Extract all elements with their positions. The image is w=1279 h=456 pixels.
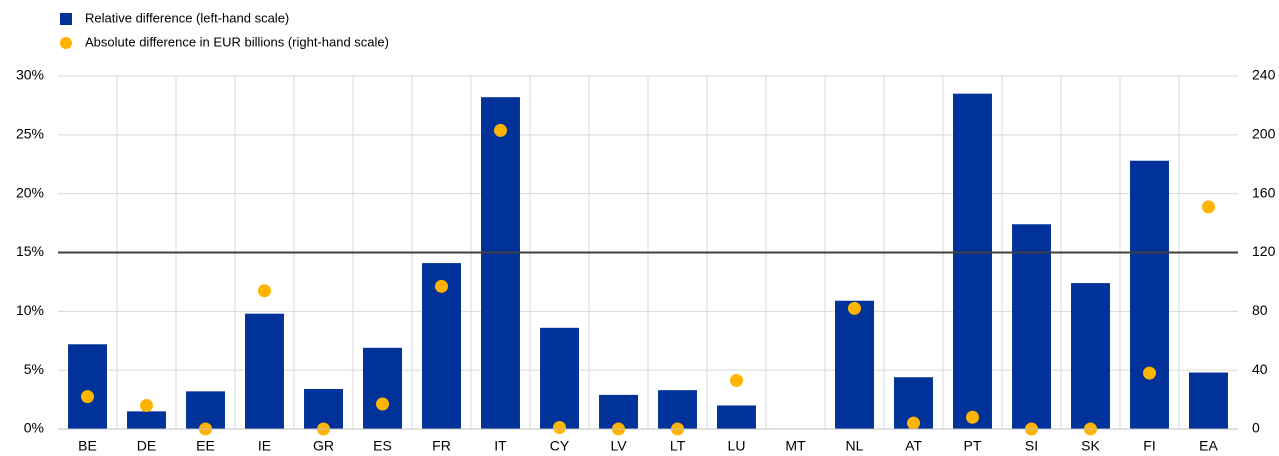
legend-swatch	[60, 37, 72, 49]
y2-tick-label: 200	[1252, 126, 1276, 142]
x-tick-label: IT	[494, 438, 507, 454]
dot	[140, 398, 153, 412]
bar	[540, 327, 579, 429]
x-tick-label: AT	[905, 438, 922, 454]
bar	[68, 344, 107, 429]
bar	[127, 411, 166, 429]
dot	[730, 373, 743, 387]
x-tick-label: PT	[964, 438, 982, 454]
dot	[258, 284, 271, 298]
y2-tick-label: 0	[1252, 420, 1260, 436]
x-tick-label: NL	[846, 438, 864, 454]
bar	[304, 388, 343, 429]
dot	[494, 123, 507, 137]
bar	[835, 300, 874, 429]
y2-tick-label: 240	[1252, 67, 1276, 83]
x-tick-label: SK	[1081, 438, 1100, 454]
y2-tick-label: 120	[1252, 243, 1276, 259]
y-tick-label: 10%	[16, 302, 44, 318]
bar	[1071, 283, 1110, 429]
dot	[435, 279, 448, 293]
y-tick-label: 30%	[16, 67, 44, 83]
bar	[1130, 160, 1169, 429]
y-tick-label: 0%	[24, 420, 44, 436]
bar	[245, 313, 284, 429]
legend-label: Absolute difference in EUR billions (rig…	[85, 34, 389, 49]
x-tick-label: LU	[728, 438, 746, 454]
y2-tick-label: 160	[1252, 184, 1276, 200]
bar	[1012, 224, 1051, 429]
bar	[717, 405, 756, 429]
dot	[553, 421, 566, 435]
x-tick-label: FR	[432, 438, 451, 454]
x-tick-label: EA	[1199, 438, 1218, 454]
x-tick-label: SI	[1025, 438, 1038, 454]
x-tick-label: GR	[313, 438, 334, 454]
dot	[1143, 366, 1156, 380]
dot	[81, 390, 94, 404]
legend-swatch	[60, 13, 72, 25]
x-tick-label: CY	[550, 438, 570, 454]
y2-tick-label: 40	[1252, 361, 1268, 377]
dot	[966, 410, 979, 424]
x-tick-label: BE	[78, 438, 97, 454]
x-tick-label: IE	[258, 438, 271, 454]
bar	[953, 93, 992, 430]
dot	[1202, 200, 1215, 214]
x-tick-label: DE	[137, 438, 156, 454]
y2-tick-label: 80	[1252, 302, 1268, 318]
dot	[376, 397, 389, 411]
legend-label: Relative difference (left-hand scale)	[85, 10, 289, 25]
y-tick-label: 5%	[24, 361, 44, 377]
dot	[907, 416, 920, 430]
bar	[481, 97, 520, 430]
y-tick-label: 25%	[16, 126, 44, 142]
x-tick-label: LV	[610, 438, 627, 454]
y-tick-label: 20%	[16, 184, 44, 200]
bar	[363, 347, 402, 429]
x-tick-label: LT	[670, 438, 686, 454]
x-tick-label: MT	[785, 438, 806, 454]
x-tick-label: FI	[1143, 438, 1155, 454]
x-tick-label: EE	[196, 438, 215, 454]
bar	[1189, 372, 1228, 429]
x-tick-label: ES	[373, 438, 392, 454]
y-tick-label: 15%	[16, 243, 44, 259]
dot	[848, 301, 861, 315]
